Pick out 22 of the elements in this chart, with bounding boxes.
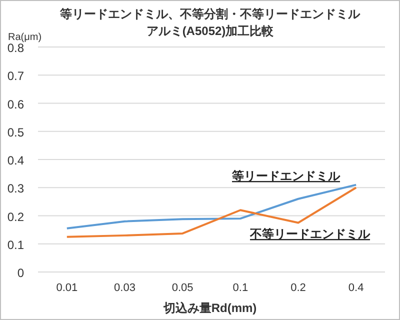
chart-subtitle: アルミ(A5052)加工比較 [146,24,275,38]
y-tick-label: 0.2 [7,210,24,224]
x-tick-label: 0.03 [114,282,136,294]
x-axis-title: 切込み量Rd(mm) [162,301,257,315]
x-tick-label: 0.2 [290,282,306,294]
y-tick-label: 0.8 [7,41,24,55]
y-tick-label: 0.5 [7,125,24,140]
series-label: 等リードエンドミル [231,169,341,183]
x-tick-label: 0.01 [56,282,78,294]
y-tick-label: 0.3 [7,182,24,196]
chart-title: 等リードエンドミル、不等分割・不等リードエンドミル [59,7,361,21]
x-tick-label: 0.05 [172,282,194,294]
y-tick-label: 0.1 [7,238,24,252]
line-series [66,184,358,230]
y-tick-label: 0.6 [7,97,24,112]
x-tick-label: 0.1 [232,282,248,294]
x-tick-label: 0.4 [348,282,364,294]
y-axis-title: Ra(μm) [8,32,42,43]
series-label: 不等リードエンドミル [249,227,371,241]
y-tick-label: 0 [17,266,24,280]
y-tick-label: 0.4 [7,154,24,168]
y-tick-label: 0.7 [7,69,24,84]
